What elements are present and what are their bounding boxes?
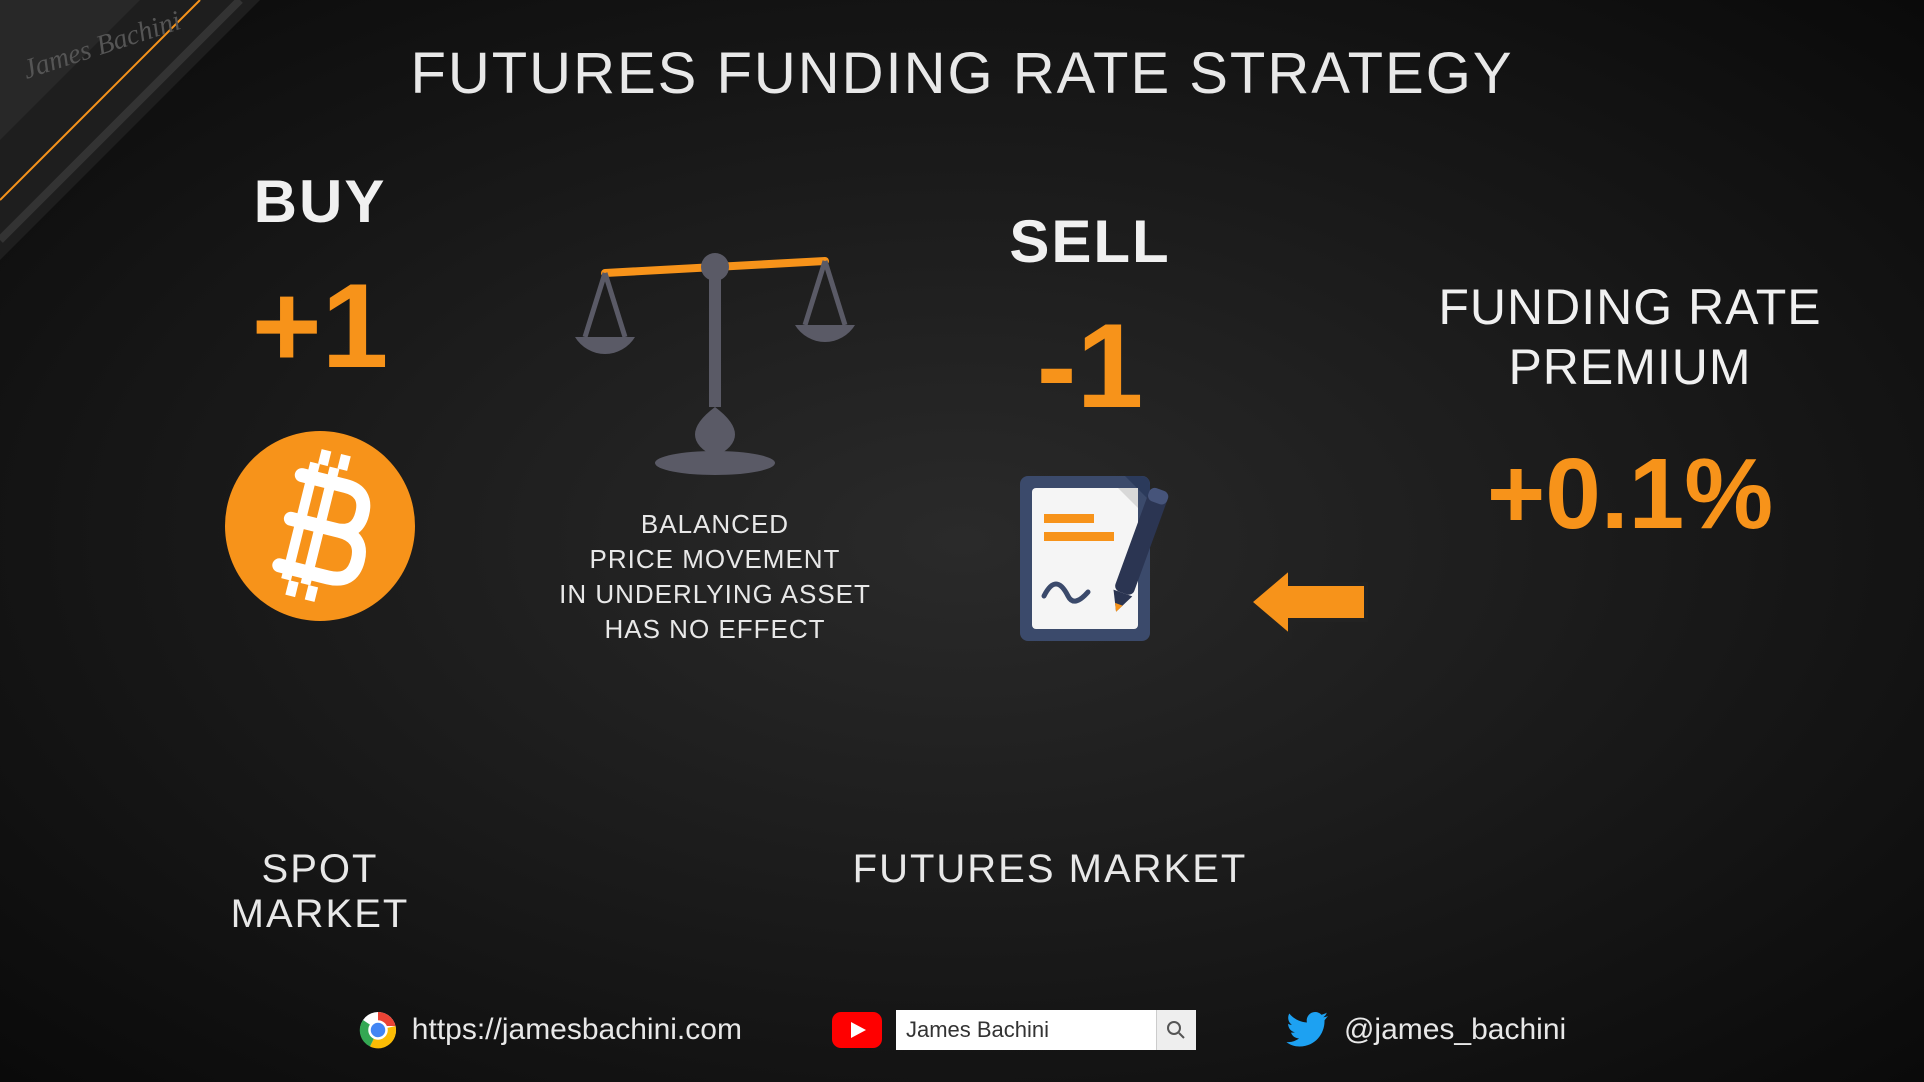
- sell-label: SELL: [950, 207, 1230, 276]
- balance-line-3: IN UNDERLYING ASSET: [520, 577, 910, 612]
- twitter-handle: @james_bachini: [1344, 1013, 1566, 1047]
- content-area: BUY +1: [0, 147, 1924, 907]
- spot-market-label: SPOT MARKET: [170, 847, 470, 937]
- funding-title-l1: FUNDING RATE: [1380, 277, 1880, 337]
- twitter-icon: [1286, 1008, 1330, 1052]
- chrome-icon: [358, 1010, 398, 1050]
- funding-title-l2: PREMIUM: [1380, 337, 1880, 397]
- youtube-search-button[interactable]: [1156, 1010, 1196, 1050]
- sell-value: -1: [950, 306, 1230, 426]
- footer-twitter[interactable]: @james_bachini: [1286, 1008, 1566, 1052]
- buy-value: +1: [170, 266, 470, 386]
- youtube-icon: [832, 1012, 882, 1048]
- website-text: https://jamesbachini.com: [412, 1013, 742, 1047]
- footer-website[interactable]: https://jamesbachini.com: [358, 1010, 742, 1050]
- balance-scale-icon: [565, 227, 865, 487]
- balance-line-4: HAS NO EFFECT: [520, 612, 910, 647]
- youtube-search-input[interactable]: [896, 1010, 1156, 1050]
- funding-value: +0.1%: [1380, 437, 1880, 552]
- contract-icon: [990, 456, 1190, 656]
- balance-column: BALANCED PRICE MOVEMENT IN UNDERLYING AS…: [520, 227, 910, 647]
- balance-caption: BALANCED PRICE MOVEMENT IN UNDERLYING AS…: [520, 507, 910, 647]
- balance-line-1: BALANCED: [520, 507, 910, 542]
- bitcoin-icon: [220, 426, 420, 626]
- footer-youtube[interactable]: [832, 1010, 1196, 1050]
- sell-column: SELL -1: [950, 207, 1230, 656]
- funding-column: FUNDING RATE PREMIUM +0.1%: [1380, 277, 1880, 552]
- buy-column: BUY +1: [170, 167, 470, 626]
- buy-label: BUY: [170, 167, 470, 236]
- arrow-left-icon: [1250, 562, 1370, 642]
- balance-line-2: PRICE MOVEMENT: [520, 542, 910, 577]
- footer-bar: https://jamesbachini.com @james_bachini: [0, 1008, 1924, 1052]
- youtube-search-box[interactable]: [896, 1010, 1196, 1050]
- slide-title: FUTURES FUNDING RATE STRATEGY: [0, 0, 1924, 107]
- funding-title: FUNDING RATE PREMIUM: [1380, 277, 1880, 397]
- search-icon: [1166, 1020, 1186, 1040]
- futures-market-label: FUTURES MARKET: [800, 847, 1300, 892]
